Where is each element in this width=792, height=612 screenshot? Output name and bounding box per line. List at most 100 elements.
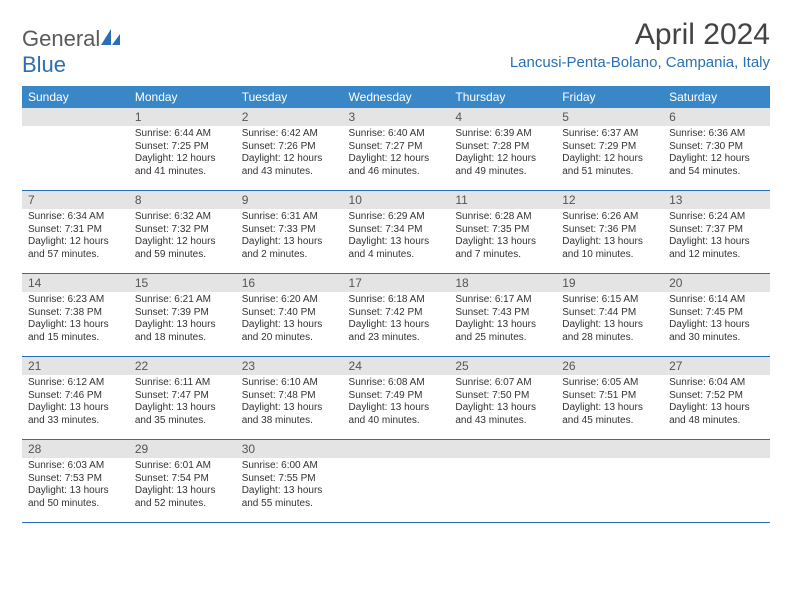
day-line: Sunset: 7:47 PM: [135, 390, 230, 403]
day-cell: [343, 440, 450, 523]
day-line: Daylight: 13 hours: [28, 485, 123, 498]
day-line: Sunrise: 6:32 AM: [135, 211, 230, 224]
day-cell: 17Sunrise: 6:18 AMSunset: 7:42 PMDayligh…: [343, 274, 450, 357]
day-line: and 15 minutes.: [28, 332, 123, 345]
day-line: Daylight: 12 hours: [28, 236, 123, 249]
day-header: Wednesday: [343, 86, 450, 108]
day-number: 7: [22, 191, 129, 209]
day-body: Sunrise: 6:44 AMSunset: 7:25 PMDaylight:…: [129, 126, 236, 190]
day-line: Sunset: 7:29 PM: [562, 141, 657, 154]
day-body: [556, 458, 663, 518]
day-line: Sunrise: 6:07 AM: [455, 377, 550, 390]
day-line: Sunset: 7:39 PM: [135, 307, 230, 320]
day-number: 1: [129, 108, 236, 126]
day-line: Sunrise: 6:00 AM: [242, 460, 337, 473]
day-header: Monday: [129, 86, 236, 108]
day-line: Sunset: 7:36 PM: [562, 224, 657, 237]
day-cell: 19Sunrise: 6:15 AMSunset: 7:44 PMDayligh…: [556, 274, 663, 357]
day-number: 4: [449, 108, 556, 126]
day-line: Daylight: 13 hours: [349, 236, 444, 249]
day-line: and 12 minutes.: [669, 249, 764, 262]
day-line: and 23 minutes.: [349, 332, 444, 345]
logo-text-2: Blue: [22, 52, 66, 77]
day-number: 26: [556, 357, 663, 375]
day-line: Daylight: 13 hours: [455, 236, 550, 249]
day-line: Daylight: 13 hours: [669, 236, 764, 249]
header: GeneralBlue April 2024 Lancusi-Penta-Bol…: [22, 18, 770, 78]
day-line: Daylight: 13 hours: [242, 402, 337, 415]
day-line: Sunrise: 6:29 AM: [349, 211, 444, 224]
day-line: Sunrise: 6:08 AM: [349, 377, 444, 390]
day-cell: 20Sunrise: 6:14 AMSunset: 7:45 PMDayligh…: [663, 274, 770, 357]
day-number: 5: [556, 108, 663, 126]
day-header-row: SundayMondayTuesdayWednesdayThursdayFrid…: [22, 86, 770, 108]
day-number: 13: [663, 191, 770, 209]
day-cell: 21Sunrise: 6:12 AMSunset: 7:46 PMDayligh…: [22, 357, 129, 440]
logo: GeneralBlue: [22, 18, 122, 78]
day-number: 29: [129, 440, 236, 458]
day-line: Daylight: 13 hours: [349, 319, 444, 332]
day-line: Sunrise: 6:24 AM: [669, 211, 764, 224]
day-cell: 26Sunrise: 6:05 AMSunset: 7:51 PMDayligh…: [556, 357, 663, 440]
day-line: Sunrise: 6:26 AM: [562, 211, 657, 224]
day-body: Sunrise: 6:20 AMSunset: 7:40 PMDaylight:…: [236, 292, 343, 356]
day-number: 10: [343, 191, 450, 209]
day-line: and 45 minutes.: [562, 415, 657, 428]
day-line: and 40 minutes.: [349, 415, 444, 428]
day-cell: 2Sunrise: 6:42 AMSunset: 7:26 PMDaylight…: [236, 108, 343, 191]
day-cell: 1Sunrise: 6:44 AMSunset: 7:25 PMDaylight…: [129, 108, 236, 191]
day-line: Daylight: 13 hours: [242, 236, 337, 249]
day-cell: 28Sunrise: 6:03 AMSunset: 7:53 PMDayligh…: [22, 440, 129, 523]
day-line: and 43 minutes.: [242, 166, 337, 179]
calendar-body: 1Sunrise: 6:44 AMSunset: 7:25 PMDaylight…: [22, 108, 770, 523]
day-line: Sunrise: 6:23 AM: [28, 294, 123, 307]
day-line: Sunset: 7:38 PM: [28, 307, 123, 320]
day-line: and 2 minutes.: [242, 249, 337, 262]
day-body: Sunrise: 6:07 AMSunset: 7:50 PMDaylight:…: [449, 375, 556, 439]
day-line: Sunrise: 6:17 AM: [455, 294, 550, 307]
day-line: Daylight: 13 hours: [562, 236, 657, 249]
day-number: 23: [236, 357, 343, 375]
day-line: Sunrise: 6:28 AM: [455, 211, 550, 224]
day-number: 6: [663, 108, 770, 126]
day-body: [22, 126, 129, 186]
day-line: Sunrise: 6:14 AM: [669, 294, 764, 307]
day-body: Sunrise: 6:00 AMSunset: 7:55 PMDaylight:…: [236, 458, 343, 522]
day-body: Sunrise: 6:08 AMSunset: 7:49 PMDaylight:…: [343, 375, 450, 439]
day-cell: 15Sunrise: 6:21 AMSunset: 7:39 PMDayligh…: [129, 274, 236, 357]
day-body: [343, 458, 450, 518]
day-line: Sunrise: 6:15 AM: [562, 294, 657, 307]
day-number: [22, 108, 129, 126]
day-body: Sunrise: 6:34 AMSunset: 7:31 PMDaylight:…: [22, 209, 129, 273]
day-line: Sunrise: 6:39 AM: [455, 128, 550, 141]
day-line: Sunrise: 6:40 AM: [349, 128, 444, 141]
day-body: Sunrise: 6:14 AMSunset: 7:45 PMDaylight:…: [663, 292, 770, 356]
day-line: Sunset: 7:26 PM: [242, 141, 337, 154]
day-line: and 33 minutes.: [28, 415, 123, 428]
day-number: 16: [236, 274, 343, 292]
day-line: and 30 minutes.: [669, 332, 764, 345]
day-line: Sunset: 7:27 PM: [349, 141, 444, 154]
day-line: and 35 minutes.: [135, 415, 230, 428]
day-line: Sunset: 7:25 PM: [135, 141, 230, 154]
day-line: Sunrise: 6:36 AM: [669, 128, 764, 141]
day-cell: 27Sunrise: 6:04 AMSunset: 7:52 PMDayligh…: [663, 357, 770, 440]
day-line: Sunset: 7:31 PM: [28, 224, 123, 237]
day-line: Sunrise: 6:12 AM: [28, 377, 123, 390]
day-line: and 59 minutes.: [135, 249, 230, 262]
day-line: Daylight: 13 hours: [135, 485, 230, 498]
day-body: Sunrise: 6:18 AMSunset: 7:42 PMDaylight:…: [343, 292, 450, 356]
day-line: Sunrise: 6:01 AM: [135, 460, 230, 473]
day-cell: 6Sunrise: 6:36 AMSunset: 7:30 PMDaylight…: [663, 108, 770, 191]
day-line: Sunset: 7:54 PM: [135, 473, 230, 486]
day-number: 17: [343, 274, 450, 292]
week-row: 21Sunrise: 6:12 AMSunset: 7:46 PMDayligh…: [22, 357, 770, 440]
day-cell: 25Sunrise: 6:07 AMSunset: 7:50 PMDayligh…: [449, 357, 556, 440]
day-body: Sunrise: 6:32 AMSunset: 7:32 PMDaylight:…: [129, 209, 236, 273]
day-body: Sunrise: 6:15 AMSunset: 7:44 PMDaylight:…: [556, 292, 663, 356]
day-body: Sunrise: 6:29 AMSunset: 7:34 PMDaylight:…: [343, 209, 450, 273]
day-line: Sunrise: 6:31 AM: [242, 211, 337, 224]
day-body: Sunrise: 6:40 AMSunset: 7:27 PMDaylight:…: [343, 126, 450, 190]
day-number: 30: [236, 440, 343, 458]
day-line: Daylight: 12 hours: [349, 153, 444, 166]
